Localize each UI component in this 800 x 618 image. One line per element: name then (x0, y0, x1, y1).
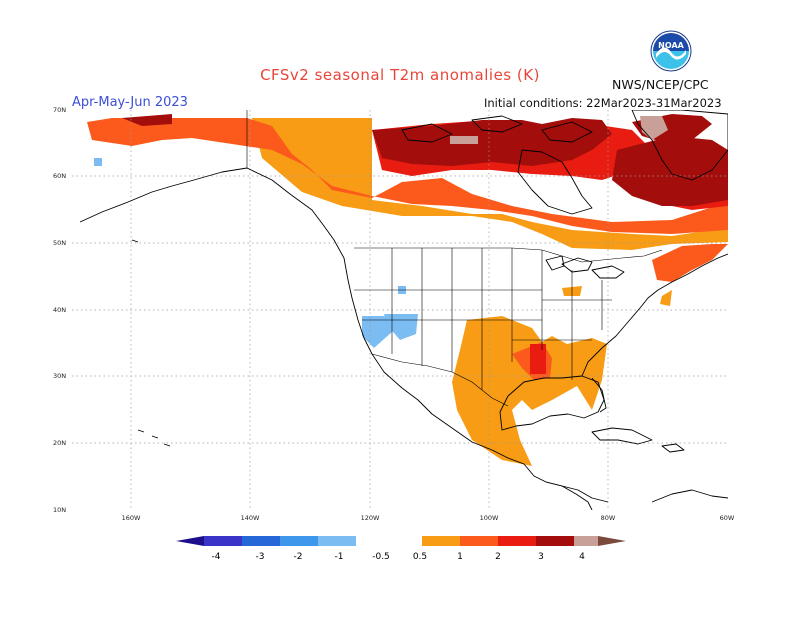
colorbar-swatch-minus2 (280, 536, 318, 546)
organization-label: NWS/NCEP/CPC (612, 77, 709, 92)
colorbar-swatch-4 (574, 536, 598, 546)
lon-label-60w: 60W (719, 514, 735, 522)
color-bar: -4 -3 -2 -1 -0.5 0.5 1 2 3 4 (176, 536, 626, 562)
colorbar-swatch-3 (536, 536, 574, 546)
colorbar-swatch-0-5 (422, 536, 460, 546)
coastlines (79, 110, 728, 510)
lon-label-100w: 100W (479, 514, 499, 522)
colorbar-label: 1 (457, 552, 463, 562)
forecast-period: Apr-May-Jun 2023 (72, 95, 188, 110)
colorbar-swatch-minus4 (204, 536, 242, 546)
lat-label-70n: 70N (53, 106, 67, 114)
anomaly-region-0-5 (252, 118, 728, 466)
lat-label-30n: 30N (53, 372, 67, 380)
lon-label-140w: 140W (240, 514, 260, 522)
colorbar-arrow-warm (598, 536, 626, 546)
svg-text:NOAA: NOAA (658, 41, 684, 50)
colorbar-swatch-neutral-2 (394, 536, 432, 546)
colorbar-label: -2 (294, 552, 303, 562)
initial-conditions: Initial conditions: 22Mar2023-31Mar2023 (484, 96, 722, 110)
colorbar-label: 4 (579, 552, 585, 562)
lat-label-40n: 40N (53, 306, 67, 314)
lon-label-160w: 160W (121, 514, 141, 522)
colorbar-label: -0.5 (372, 552, 390, 562)
colorbar-label: -3 (256, 552, 265, 562)
colorbar-arrow-cold (176, 536, 204, 546)
colorbar-label: 0.5 (413, 552, 427, 562)
colorbar-label: 3 (538, 552, 544, 562)
lon-label-80w: 80W (600, 514, 616, 522)
anomaly-map (72, 110, 728, 510)
colorbar-label: 2 (495, 552, 501, 562)
colorbar-swatch-neutral (356, 536, 394, 546)
lat-label-20n: 20N (53, 439, 67, 447)
lat-label-60n: 60N (53, 172, 67, 180)
lat-label-10n: 10N (53, 506, 67, 514)
colorbar-swatch-minus3 (242, 536, 280, 546)
noaa-logo: NOAA (650, 30, 692, 72)
map-title: CFSv2 seasonal T2m anomalies (K) (260, 66, 540, 84)
colorbar-swatch-1 (460, 536, 498, 546)
colorbar-swatch-2 (498, 536, 536, 546)
colorbar-label: -4 (212, 552, 221, 562)
borders (246, 110, 663, 407)
colorbar-swatch-minus1 (318, 536, 356, 546)
colorbar-label: -1 (335, 552, 344, 562)
graticule (72, 110, 728, 510)
lon-label-120w: 120W (360, 514, 380, 522)
lat-label-50n: 50N (53, 239, 67, 247)
